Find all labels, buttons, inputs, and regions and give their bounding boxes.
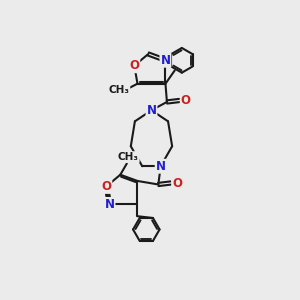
Text: N: N xyxy=(104,198,115,211)
Text: O: O xyxy=(101,180,111,193)
Text: O: O xyxy=(129,59,139,72)
Text: N: N xyxy=(160,54,170,67)
Text: N: N xyxy=(156,160,166,173)
Text: N: N xyxy=(146,104,157,117)
Text: O: O xyxy=(181,94,191,107)
Text: CH₃: CH₃ xyxy=(118,152,139,162)
Text: CH₃: CH₃ xyxy=(108,85,129,94)
Text: O: O xyxy=(172,176,182,190)
